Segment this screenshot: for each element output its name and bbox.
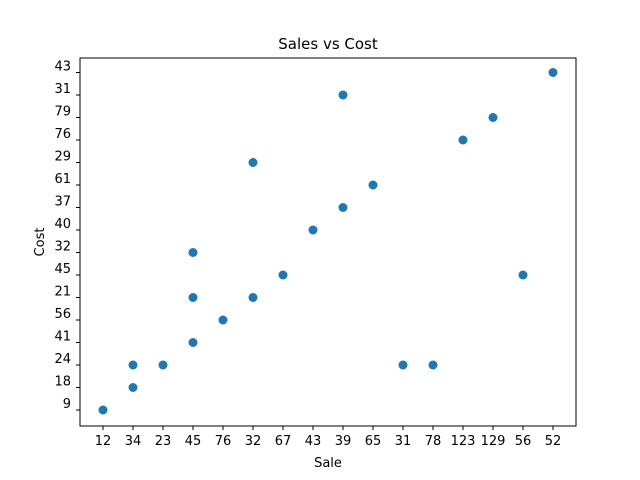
data-point: [158, 360, 168, 370]
data-point: [188, 248, 198, 257]
data-point: [518, 270, 528, 280]
x-tick-label: 32: [245, 434, 262, 449]
x-tick-label: 129: [481, 434, 506, 449]
y-tick-label: 21: [54, 285, 71, 300]
plot-frame: [79, 57, 577, 427]
x-axis: 12 34 23 45 76 32 67 43 39 65 31 78 123 129 56 52: [95, 426, 562, 449]
data-point: [248, 293, 258, 302]
x-tick-label: 78: [425, 434, 442, 449]
x-tick-label: 76: [215, 434, 232, 449]
data-point: [248, 158, 258, 167]
y-tick-label: 45: [54, 262, 71, 277]
data-point: [98, 405, 108, 415]
y-tick-label: 37: [54, 195, 71, 210]
x-tick-label: 12: [95, 434, 112, 449]
x-tick-label: 52: [545, 434, 562, 449]
y-tick-label: 29: [54, 150, 71, 165]
data-point: [308, 225, 318, 235]
y-tick-label: 79: [54, 105, 71, 120]
x-axis-label: Sale: [314, 456, 342, 471]
chart-title: Sales vs Cost: [278, 35, 378, 53]
y-axis-label: Cost: [33, 228, 48, 257]
y-tick-label: 56: [54, 307, 71, 322]
y-tick-label: 40: [54, 217, 71, 232]
x-tick-label: 123: [451, 434, 476, 449]
data-point: [488, 113, 498, 122]
x-tick-label: 31: [395, 434, 412, 449]
y-tick-label: 61: [54, 172, 71, 187]
data-point: [458, 135, 468, 145]
data-point: [398, 360, 408, 370]
x-tick-label: 43: [305, 434, 322, 449]
data-point: [428, 360, 438, 370]
data-point: [368, 180, 378, 190]
y-tick-label: 18: [54, 375, 71, 390]
y-tick-label: 43: [54, 60, 71, 75]
data-point: [188, 293, 198, 302]
y-tick-label: 41: [54, 330, 71, 345]
data-point: [128, 383, 138, 392]
y-tick-label: 31: [54, 82, 71, 97]
x-tick-label: 39: [335, 434, 352, 449]
data-point: [218, 315, 228, 325]
data-point: [548, 68, 558, 77]
y-tick-label: 32: [54, 240, 71, 255]
x-tick-label: 56: [515, 434, 532, 449]
x-tick-label: 45: [185, 434, 202, 449]
x-tick-label: 67: [275, 434, 292, 449]
x-tick-label: 23: [155, 434, 172, 449]
data-point: [338, 203, 348, 212]
x-tick-label: 65: [365, 434, 382, 449]
y-tick-label: 24: [54, 352, 71, 367]
data-point: [338, 90, 348, 100]
data-point: [128, 360, 138, 370]
x-tick-label: 34: [125, 434, 142, 449]
data-point: [188, 338, 198, 347]
y-tick-label: 9: [63, 397, 71, 412]
y-axis: 9 18 24 41 56 21 45 32 40 37 61 29 76 79 31 43: [54, 60, 80, 412]
y-tick-label: 76: [54, 127, 71, 142]
data-point: [278, 270, 288, 280]
data-points: [98, 68, 558, 415]
